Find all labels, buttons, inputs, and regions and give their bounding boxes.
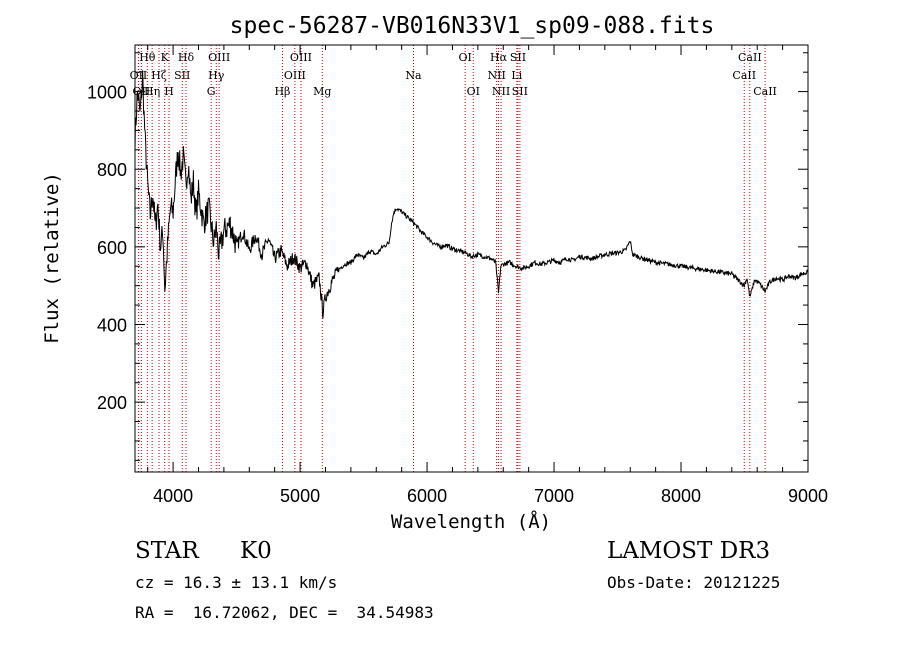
sky-coordinates: RA = 16.72062, DEC = 34.54983 <box>135 603 434 622</box>
line-marker-label-14: OIII <box>290 51 312 64</box>
x-tick-label-5000: 5000 <box>280 486 320 506</box>
line-marker-label-2: Hθ <box>139 51 156 64</box>
x-tick-label-8000: 8000 <box>661 486 701 506</box>
survey-label: LAMOST DR3 <box>607 538 771 564</box>
x-axis-label: Wavelength (Å) <box>391 510 551 533</box>
line-marker-label-6: H <box>164 85 174 98</box>
line-marker-label-15: Mg <box>313 85 331 98</box>
x-tick-label-9000: 9000 <box>788 486 828 506</box>
line-marker-label-25: CaII <box>732 69 756 82</box>
line-marker-label-0: OII <box>130 69 148 82</box>
line-marker-label-3: Hη <box>144 85 160 98</box>
line-marker-label-12: Hβ <box>274 85 290 98</box>
y-tick-label-400: 400 <box>97 315 127 335</box>
x-tick-label-6000: 6000 <box>407 486 447 506</box>
line-marker-label-11: OIII <box>208 51 230 64</box>
line-marker-label-20: Hα <box>490 51 508 64</box>
y-tick-label-1000: 1000 <box>87 83 127 103</box>
line-marker-label-23: SII <box>510 51 526 64</box>
observation-date: Obs-Date: 20121225 <box>607 573 781 592</box>
y-axis-label: Flux (relative) <box>41 172 63 344</box>
x-axis-ticks: 4000 5000 6000 7000 8000 9000 <box>147 45 828 506</box>
line-marker-label-9: G <box>207 85 216 98</box>
object-class: STAR <box>135 538 199 564</box>
line-marker-label-21: NII <box>492 85 510 98</box>
line-marker-labels: OIIOIIHθHηHζKHSIIHδGHγOIIIHβOIIIOIIIMgNa… <box>130 51 777 98</box>
object-subclass: K0 <box>240 538 272 564</box>
line-marker-label-24: SII <box>512 85 528 98</box>
line-marker-label-4: Hζ <box>151 69 167 82</box>
y-tick-label-600: 600 <box>97 238 127 258</box>
x-tick-label-4000: 4000 <box>153 486 193 506</box>
line-marker-label-7: SII <box>174 69 190 82</box>
y-axis-ticks: 200 400 600 800 1000 <box>87 52 808 461</box>
line-marker-label-26: CaII <box>738 51 762 64</box>
line-marker-label-19: NII <box>487 69 505 82</box>
line-marker-label-16: Na <box>405 69 422 82</box>
line-marker-label-27: CaII <box>753 85 777 98</box>
line-marker-label-17: OI <box>458 51 471 64</box>
y-tick-label-800: 800 <box>97 160 127 180</box>
redshift-velocity: cz = 16.3 ± 13.1 km/s <box>135 573 338 592</box>
line-marker-label-8: Hδ <box>178 51 195 64</box>
plot-frame <box>134 44 809 473</box>
line-marker-label-22: Li <box>511 69 522 82</box>
y-tick-label-200: 200 <box>97 393 127 413</box>
line-marker-label-10: Hγ <box>208 69 225 82</box>
line-marker-label-18: OI <box>467 85 480 98</box>
line-marker-label-13: OIII <box>284 69 306 82</box>
spectrum-chart: spec-56287-VB016N33V1_sp09-088.fits OII O… <box>41 13 828 533</box>
x-tick-label-7000: 7000 <box>534 486 574 506</box>
line-markers <box>137 45 766 472</box>
chart-title: spec-56287-VB016N33V1_sp09-088.fits <box>230 13 715 39</box>
line-marker-label-5: K <box>161 51 170 64</box>
flux-series-line <box>134 70 809 356</box>
